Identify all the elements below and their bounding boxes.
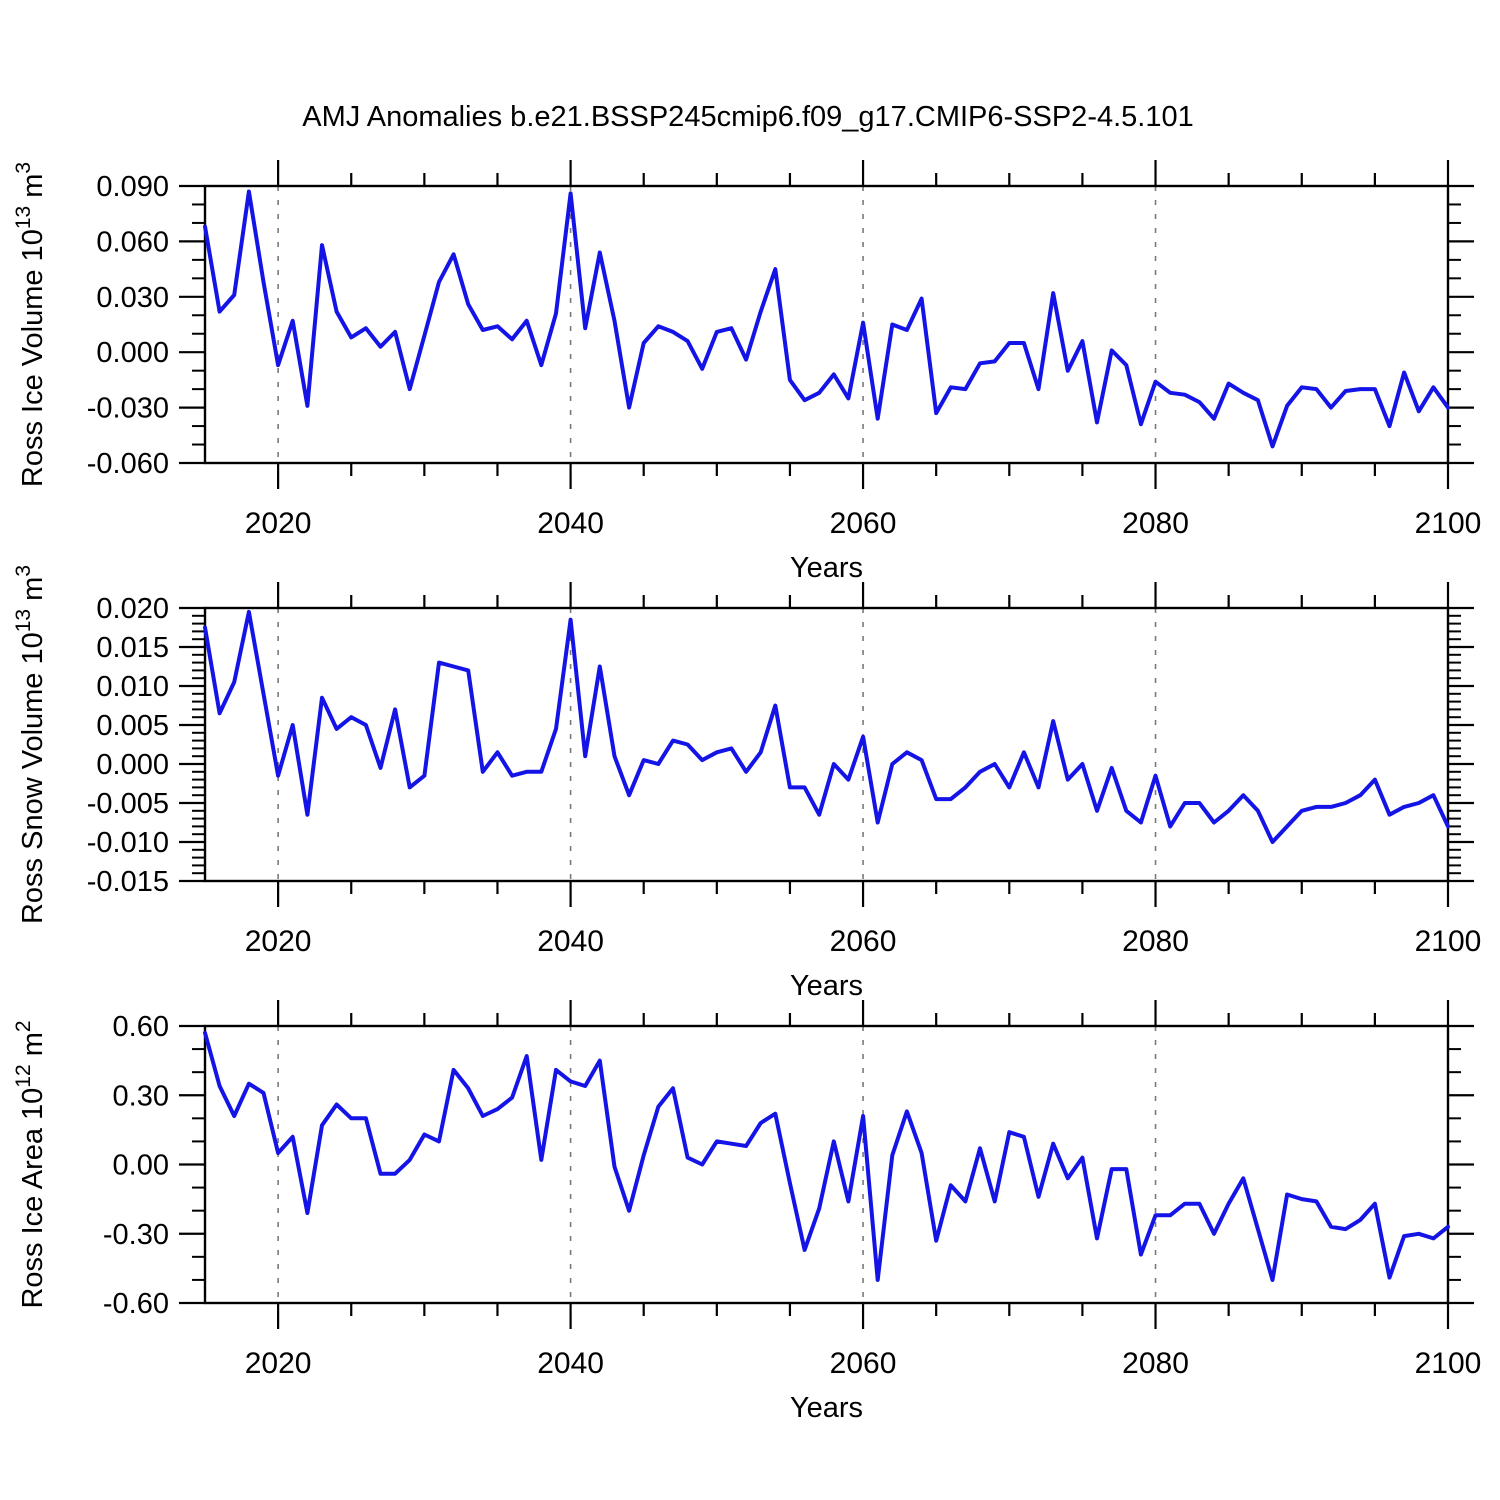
- x-tick-label: 2100: [1415, 507, 1482, 540]
- series-line-ross-ice-volume: [203, 189, 1450, 449]
- plot-frame: [203, 184, 1450, 465]
- x-tick-label: 2060: [830, 1347, 897, 1380]
- x-tick-label: 2040: [537, 925, 604, 958]
- y-tick-label: 0.015: [96, 632, 169, 664]
- y-tick-label: 0.030: [96, 282, 169, 314]
- y-tick-label: -0.060: [87, 448, 169, 480]
- x-tick-label: 2060: [830, 925, 897, 958]
- y-axis-ross-ice-volume: 0.090 0.060 0.030 0.000 -0.030 -0.060: [87, 171, 1474, 480]
- x-tick-label: 2040: [537, 507, 604, 540]
- x-tick-label: 2080: [1122, 925, 1189, 958]
- y-tick-label: -0.30: [103, 1219, 169, 1251]
- y-tick-label: 0.060: [96, 226, 169, 258]
- chart-title: AMJ Anomalies b.e21.BSSP245cmip6.f09_g17…: [302, 101, 1194, 133]
- y-tick-label: 0.005: [96, 710, 169, 742]
- y-tick-label: 0.020: [96, 593, 169, 625]
- x-tick-label: 2020: [245, 1347, 312, 1380]
- y-axis-ross-ice-area: 0.60 0.30 0.00 -0.30 -0.60: [103, 1011, 1474, 1320]
- x-tick-label: 2080: [1122, 507, 1189, 540]
- x-axis-title: Years: [790, 1392, 863, 1424]
- y-tick-label: 0.00: [113, 1150, 169, 1182]
- y-tick-label: 0.60: [113, 1011, 169, 1043]
- x-tick-label: 2040: [537, 1347, 604, 1380]
- x-axis-title: Years: [790, 970, 863, 1002]
- y-tick-label: -0.60: [103, 1288, 169, 1320]
- series-line-ross-ice-area: [203, 1030, 1450, 1282]
- y-tick-label: 0.010: [96, 671, 169, 703]
- y-tick-label: -0.015: [87, 866, 169, 898]
- y-axis-title: Ross Ice Area 1012 m2: [12, 1020, 49, 1308]
- x-tick-label: 2080: [1122, 1347, 1189, 1380]
- panel-ross-ice-volume: 2020 2040 2060 2080 2100 Years 0.090 0.060 0.030…: [12, 160, 1481, 584]
- y-tick-label: -0.010: [87, 827, 169, 859]
- panel-ross-ice-area: 2020 2040 2060 2080 2100 Years 0.60 0.30 0.00 -0.…: [12, 1000, 1481, 1424]
- x-tick-label: 2020: [245, 925, 312, 958]
- x-tick-label: 2020: [245, 507, 312, 540]
- x-tick-label: 2100: [1415, 925, 1482, 958]
- y-tick-label: -0.005: [87, 788, 169, 820]
- x-axis-title: Years: [790, 552, 863, 584]
- y-tick-label: 0.000: [96, 749, 169, 781]
- y-axis-title: Ross Snow Volume 1013 m3: [12, 565, 49, 924]
- x-tick-label: 2100: [1415, 1347, 1482, 1380]
- y-tick-label: 0.000: [96, 337, 169, 369]
- y-tick-label: -0.030: [87, 393, 169, 425]
- panel-ross-snow-volume: 2020 2040 2060 2080 2100 Years 0.020 0.015 0.010…: [12, 565, 1481, 1002]
- x-axis-ross-ice-volume: 2020 2040 2060 2080 2100 Years: [245, 160, 1482, 584]
- y-axis-ross-snow-volume: 0.020 0.015 0.010 0.005 0.000 -0.005 -0.010 -0.…: [87, 593, 1474, 898]
- grid-ross-ice-area: [277, 1026, 1157, 1303]
- y-tick-label: 0.090: [96, 171, 169, 203]
- grid-ross-snow-volume: [277, 608, 1157, 881]
- plot-frame: [203, 1024, 1450, 1305]
- x-axis-ross-ice-area: 2020 2040 2060 2080 2100 Years: [245, 1000, 1482, 1424]
- grid-ross-ice-volume: [277, 186, 1157, 463]
- x-axis-ross-snow-volume: 2020 2040 2060 2080 2100 Years: [245, 582, 1482, 1002]
- series-line-ross-snow-volume: [203, 609, 1450, 844]
- y-axis-title: Ross Ice Volume 1013 m3: [12, 162, 49, 487]
- plot-frame: [203, 606, 1450, 883]
- y-tick-label: 0.30: [113, 1080, 169, 1112]
- x-tick-label: 2060: [830, 507, 897, 540]
